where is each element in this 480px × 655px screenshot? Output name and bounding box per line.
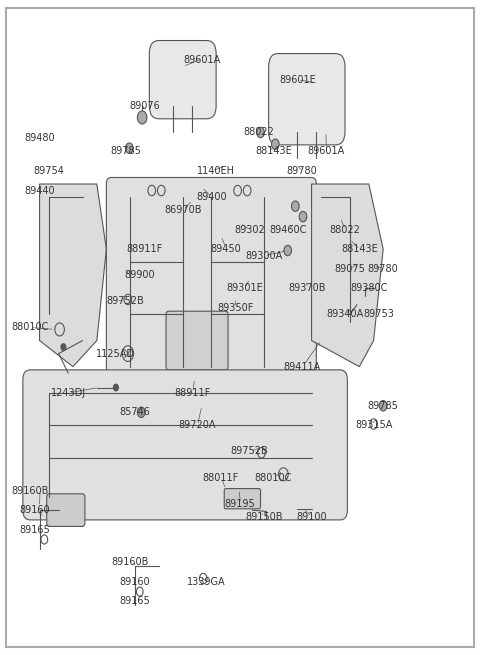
FancyBboxPatch shape [47, 494, 85, 527]
Text: 89601A: 89601A [307, 147, 345, 157]
Circle shape [137, 111, 147, 124]
Text: 89160: 89160 [20, 505, 50, 515]
Text: 1339GA: 1339GA [187, 577, 226, 587]
Text: 89300A: 89300A [245, 251, 283, 261]
Text: 89370B: 89370B [288, 284, 325, 293]
Text: 88022: 88022 [330, 225, 360, 234]
Text: 89301E: 89301E [227, 284, 263, 293]
Circle shape [379, 401, 387, 411]
Text: 89460C: 89460C [269, 225, 306, 234]
Text: 88143E: 88143E [341, 244, 378, 254]
Text: 89380C: 89380C [350, 284, 387, 293]
FancyBboxPatch shape [107, 178, 316, 386]
Circle shape [61, 344, 66, 350]
Polygon shape [312, 184, 383, 367]
Text: 89350F: 89350F [217, 303, 253, 313]
Text: 89400: 89400 [196, 192, 227, 202]
Text: 88011F: 88011F [203, 472, 239, 483]
Circle shape [291, 201, 299, 212]
Text: 89480: 89480 [24, 134, 55, 143]
FancyBboxPatch shape [269, 54, 345, 145]
Circle shape [125, 143, 133, 153]
Polygon shape [39, 184, 107, 367]
Text: 89160B: 89160B [12, 485, 48, 496]
Text: 1243DJ: 1243DJ [50, 388, 86, 398]
Text: 89601A: 89601A [183, 55, 220, 65]
Text: 89752B: 89752B [107, 297, 144, 307]
Circle shape [114, 384, 118, 391]
Text: 1140EH: 1140EH [197, 166, 235, 176]
Text: 89780: 89780 [368, 264, 398, 274]
Text: 88010C: 88010C [12, 322, 48, 333]
FancyBboxPatch shape [149, 41, 216, 119]
Text: 89165: 89165 [19, 525, 50, 534]
Text: 89160: 89160 [120, 577, 150, 587]
Circle shape [272, 139, 279, 149]
Text: 88143E: 88143E [255, 147, 292, 157]
Text: 89075: 89075 [335, 264, 365, 274]
FancyBboxPatch shape [23, 370, 348, 520]
Text: 89076: 89076 [129, 101, 160, 111]
Text: 89150B: 89150B [245, 512, 283, 521]
Text: 89302: 89302 [234, 225, 265, 234]
Text: 89754: 89754 [34, 166, 64, 176]
Text: 1125AD: 1125AD [96, 348, 135, 358]
FancyBboxPatch shape [166, 311, 228, 370]
Text: 89315A: 89315A [355, 421, 392, 430]
Text: 88911F: 88911F [126, 244, 163, 254]
Text: 89785: 89785 [368, 401, 398, 411]
Circle shape [299, 212, 307, 222]
Text: 89100: 89100 [296, 512, 327, 521]
Text: 88911F: 88911F [174, 388, 210, 398]
Circle shape [257, 127, 264, 138]
Text: 89780: 89780 [287, 166, 317, 176]
Text: 89601E: 89601E [279, 75, 316, 84]
FancyBboxPatch shape [224, 489, 261, 509]
Text: 85746: 85746 [120, 407, 150, 417]
Text: 89752B: 89752B [231, 447, 268, 457]
Text: 89440: 89440 [24, 185, 55, 196]
Text: 89195: 89195 [225, 498, 255, 508]
Text: 89900: 89900 [124, 271, 155, 280]
Text: 86970B: 86970B [164, 205, 202, 215]
Text: 89753: 89753 [363, 309, 394, 320]
Text: 88022: 88022 [244, 127, 275, 137]
Text: 89165: 89165 [120, 597, 150, 607]
Text: 89720A: 89720A [178, 421, 216, 430]
Text: 89785: 89785 [110, 147, 141, 157]
Text: 89411A: 89411A [283, 362, 321, 371]
Circle shape [284, 246, 291, 255]
Text: 88010C: 88010C [255, 472, 292, 483]
Text: 89160B: 89160B [111, 557, 149, 567]
Text: 89450: 89450 [210, 244, 241, 254]
Text: 89340A: 89340A [326, 309, 364, 320]
Circle shape [137, 407, 145, 417]
